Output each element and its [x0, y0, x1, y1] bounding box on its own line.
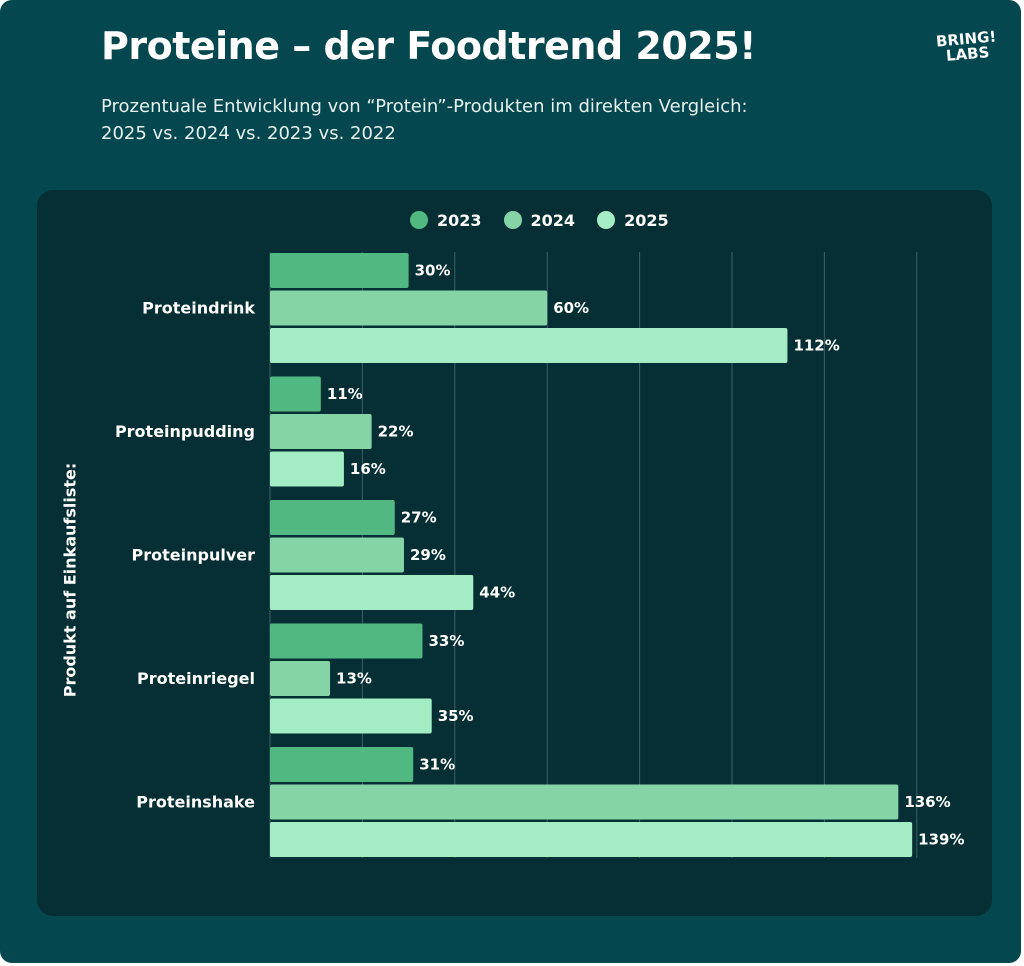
data-label-proteindrink-2024: 60%: [553, 299, 589, 317]
category-label-proteinpudding: Proteinpudding: [115, 422, 255, 441]
legend-item-2024: 2024: [503, 210, 576, 230]
legend-label-2024: 2024: [530, 210, 576, 230]
bar-proteinpulver-2023: [270, 500, 395, 535]
data-label-proteinpulver-2024: 29%: [410, 546, 446, 564]
bar-proteinpudding-2023: [270, 376, 321, 412]
legend-label-2025: 2025: [624, 210, 669, 230]
legend-swatch-2023: [410, 211, 428, 229]
bar-proteinshake-2025: [270, 822, 913, 857]
category-label-proteinriegel: Proteinriegel: [137, 669, 255, 688]
data-label-proteinriegel-2024: 13%: [336, 670, 372, 688]
data-label-proteinriegel-2023: 33%: [428, 632, 464, 650]
data-label-proteinpulver-2025: 44%: [479, 584, 515, 602]
bar-proteinshake-2024: [270, 784, 899, 820]
bar-proteinpudding-2025: [270, 451, 344, 487]
bar-proteindrink-2023: [270, 253, 409, 288]
page-title: Proteine – der Foodtrend 2025!: [101, 24, 756, 68]
data-label-proteinriegel-2025: 35%: [438, 707, 474, 725]
bar-proteinriegel-2025: [270, 698, 432, 734]
chart-legend: 2023 2024 2025: [410, 208, 669, 232]
subtitle-line-2: 2025 vs. 2024 vs. 2023 vs. 2022: [101, 123, 396, 144]
bar-proteinriegel-2023: [270, 623, 423, 659]
subtitle-line-1: Prozentuale Entwicklung von “Protein”-Pr…: [101, 96, 748, 117]
bar-proteinpudding-2024: [270, 414, 372, 449]
legend-swatch-2024: [503, 211, 522, 229]
data-label-proteinshake-2025: 139%: [918, 831, 964, 849]
legend-label-2023: 2023: [437, 210, 482, 230]
category-label-proteindrink: Proteindrink: [142, 299, 255, 318]
bar-proteinshake-2023: [270, 747, 414, 782]
data-label-proteinpulver-2023: 27%: [401, 509, 437, 527]
data-label-proteindrink-2025: 112%: [793, 337, 839, 355]
data-label-proteinpudding-2025: 16%: [350, 460, 386, 478]
legend-item-2025: 2025: [597, 211, 669, 230]
legend-swatch-2025: [597, 211, 616, 229]
bar-proteinpulver-2024: [270, 537, 404, 573]
bar-proteinpulver-2025: [270, 575, 474, 610]
data-label-proteinshake-2023: 31%: [419, 756, 455, 774]
data-label-proteinpudding-2024: 22%: [378, 423, 414, 441]
page-subtitle: Prozentuale Entwicklung von “Protein”-Pr…: [101, 93, 921, 147]
data-label-proteinshake-2024: 136%: [904, 793, 950, 811]
category-label-proteinpulver: Proteinpulver: [132, 546, 256, 565]
legend-item-2023: 2023: [410, 211, 482, 230]
bar-proteinriegel-2024: [270, 661, 331, 696]
bar-proteindrink-2025: [270, 328, 788, 363]
data-label-proteinpudding-2023: 11%: [327, 385, 363, 403]
category-label-proteinshake: Proteinshake: [136, 793, 255, 812]
bar-proteindrink-2024: [270, 290, 548, 326]
data-label-proteindrink-2023: 30%: [415, 262, 451, 280]
